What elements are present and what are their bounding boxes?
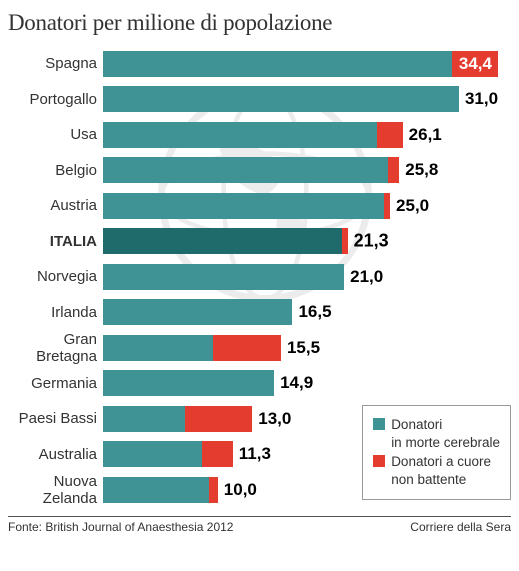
bar-cerebral <box>103 477 209 503</box>
row-label: Spagna <box>8 55 103 72</box>
bar-value: 16,5 <box>298 302 331 322</box>
bar-value: 10,0 <box>224 480 257 500</box>
bar-cerebral <box>103 441 202 467</box>
row-label: Norvegia <box>8 268 103 285</box>
bar-value: 25,0 <box>396 196 429 216</box>
row-label: Germania <box>8 375 103 392</box>
table-row: Austria 25,0 <box>8 188 511 224</box>
bar-cardiac: 25,8 <box>388 157 399 183</box>
table-row: Norvegia21,0 <box>8 259 511 295</box>
bar-group: 25,8 <box>103 157 511 183</box>
bar-group: 21,0 <box>103 264 511 290</box>
footer: Fonte: British Journal of Anaesthesia 20… <box>8 516 511 534</box>
bar-cerebral <box>103 335 213 361</box>
bar-cardiac: 11,3 <box>202 441 233 467</box>
bar-cerebral <box>103 406 185 432</box>
bar-cerebral <box>103 228 342 254</box>
bar-cardiac: 26,1 <box>377 122 402 148</box>
legend: Donatoriin morte cerebrale Donatori a cu… <box>362 405 511 499</box>
table-row: Spagna 34,4 <box>8 46 511 82</box>
bar-value: 21,0 <box>350 267 383 287</box>
swatch-icon <box>373 418 385 430</box>
bar-cerebral: 21,0 <box>103 264 344 290</box>
bar-cardiac: 25,0 <box>384 193 390 219</box>
bar-cardiac: 10,0 <box>209 477 218 503</box>
bar-cerebral <box>103 51 452 77</box>
bar-cerebral <box>103 122 377 148</box>
row-label: Belgio <box>8 162 103 179</box>
bar-cerebral: 31,0 <box>103 86 459 112</box>
row-label: Gran Bretagna <box>8 331 103 365</box>
bar-cardiac: 13,0 <box>185 406 253 432</box>
bar-value: 14,9 <box>280 373 313 393</box>
bar-value: 34,4 <box>459 54 492 74</box>
legend-item-cardiac: Donatori a cuorenon battente <box>373 453 500 488</box>
bar-value: 26,1 <box>409 125 442 145</box>
credit-text: Corriere della Sera <box>410 520 511 534</box>
bar-group: 16,5 <box>103 299 511 325</box>
table-row: ITALIA 21,3 <box>8 224 511 260</box>
bar-cerebral <box>103 157 388 183</box>
legend-item-cerebral: Donatoriin morte cerebrale <box>373 416 500 451</box>
row-label: ITALIA <box>8 233 103 250</box>
row-label: Paesi Bassi <box>8 410 103 427</box>
bar-cardiac: 15,5 <box>213 335 281 361</box>
bar-value: 21,3 <box>354 231 389 252</box>
bar-value: 13,0 <box>258 409 291 429</box>
bar-cerebral: 16,5 <box>103 299 292 325</box>
bar-group: 34,4 <box>103 51 511 77</box>
row-label: Australia <box>8 446 103 463</box>
table-row: Usa 26,1 <box>8 117 511 153</box>
bar-group: 21,3 <box>103 228 511 254</box>
swatch-icon <box>373 455 385 467</box>
row-label: Irlanda <box>8 304 103 321</box>
bar-group: 25,0 <box>103 193 511 219</box>
row-label: Portogallo <box>8 91 103 108</box>
table-row: Portogallo31,0 <box>8 82 511 118</box>
bar-value: 15,5 <box>287 338 320 358</box>
bar-cardiac: 34,4 <box>452 51 498 77</box>
row-label: Austria <box>8 197 103 214</box>
chart-title: Donatori per milione di popolazione <box>8 10 511 36</box>
row-label: Usa <box>8 126 103 143</box>
bar-group: 14,9 <box>103 370 511 396</box>
bar-cerebral <box>103 193 384 219</box>
legend-label: Donatoriin morte cerebrale <box>391 416 500 451</box>
table-row: Germania14,9 <box>8 366 511 402</box>
bar-cardiac: 21,3 <box>342 228 348 254</box>
table-row: Gran Bretagna 15,5 <box>8 330 511 366</box>
table-row: Belgio 25,8 <box>8 153 511 189</box>
row-label: Nuova Zelanda <box>8 473 103 507</box>
bar-value: 25,8 <box>405 160 438 180</box>
bar-group: 31,0 <box>103 86 511 112</box>
source-text: Fonte: British Journal of Anaesthesia 20… <box>8 520 233 534</box>
legend-label: Donatori a cuorenon battente <box>391 453 491 488</box>
bar-cerebral: 14,9 <box>103 370 274 396</box>
bar-group: 15,5 <box>103 335 511 361</box>
bar-group: 26,1 <box>103 122 511 148</box>
bar-value: 31,0 <box>465 89 498 109</box>
bar-value: 11,3 <box>239 444 271 464</box>
table-row: Irlanda16,5 <box>8 295 511 331</box>
